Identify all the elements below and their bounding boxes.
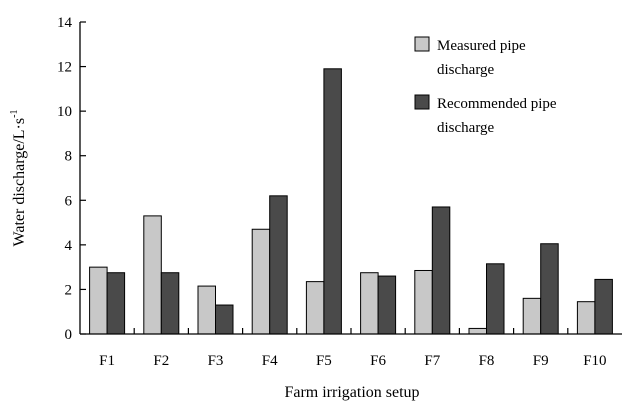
legend-label-measured-line2: discharge [437,62,495,78]
bar-measured [143,215,162,335]
bar-measured [89,266,108,335]
y-tick-label: 6 [65,193,73,209]
bar-recommended [594,278,613,335]
bar-measured [197,285,216,335]
bar-recommended [540,243,559,335]
legend-swatch-measured [414,36,430,52]
bar-measured [251,228,271,335]
bar-recommended [377,275,397,335]
bar-recommended [215,304,234,335]
bar-measured [522,297,542,335]
bar-recommended [431,206,451,335]
legend-label-measured-line1: Measured pipe [437,38,526,54]
bar-recommended [486,263,505,335]
bar-measured [305,281,325,335]
legend-label-recommended-line1: Recommended pipe [437,96,557,112]
y-axis-title: Water discharge/L·s-1 [9,110,28,247]
x-axis-title: Farm irrigation setup [284,384,419,401]
x-tick-label: F2 [153,353,169,369]
y-tick-label: 10 [57,104,72,120]
bar-recommended [160,272,180,335]
y-tick-label: 2 [65,282,73,298]
legend: Measured pipe discharge Recommended pipe… [414,36,557,136]
x-tick-label: F8 [479,353,495,369]
y-tick-label: 4 [65,238,73,254]
x-tick-label: F7 [424,353,440,369]
bar-recommended [106,272,126,335]
bar-measured [414,269,433,335]
y-tick-label: 8 [65,149,73,165]
x-tick-label: F5 [316,353,332,369]
x-tick-label: F6 [370,353,386,369]
y-axis-title-exponent: -1 [9,110,20,118]
y-tick-label: 14 [57,15,73,31]
bar-measured [360,272,379,335]
y-axis-title-main: Water discharge/L·s [11,118,28,247]
bar-recommended [269,195,288,335]
x-tick-label: F10 [583,353,606,369]
x-tick-label: F1 [99,353,115,369]
legend-swatch-recommended [414,94,430,110]
legend-label-recommended-line2: discharge [437,120,495,136]
bar-measured [468,327,487,335]
y-tick-label: 0 [65,327,73,343]
y-tick-label: 12 [57,60,72,76]
x-tick-label: F4 [262,353,278,369]
bar-recommended [323,68,342,335]
x-tick-label: F3 [208,353,224,369]
x-tick-label: F9 [533,353,549,369]
bar-measured [576,301,596,335]
